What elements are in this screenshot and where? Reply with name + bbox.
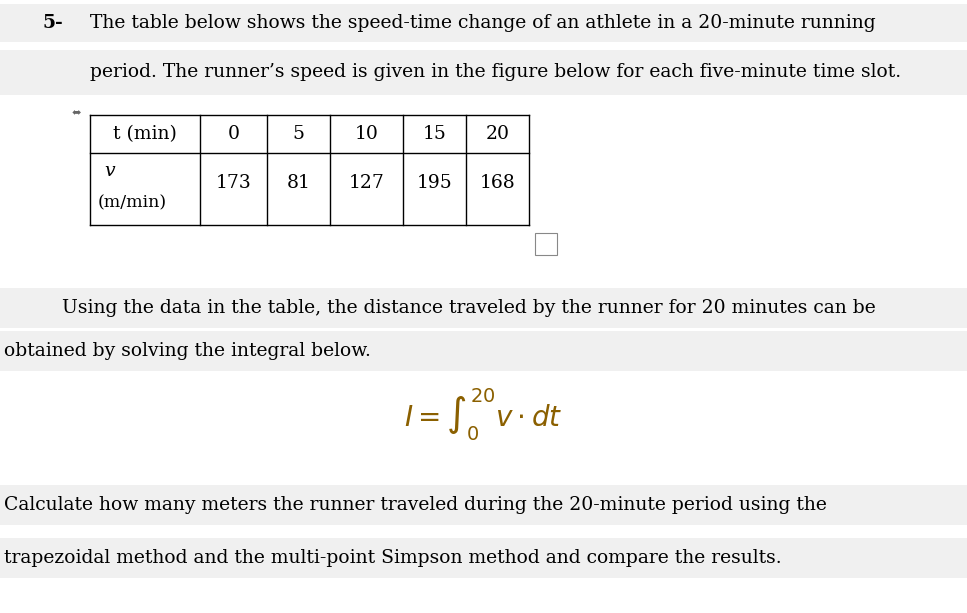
Text: 0: 0 — [227, 125, 240, 143]
Text: 173: 173 — [216, 174, 251, 192]
Text: period. The runner’s speed is given in the figure below for each five-minute tim: period. The runner’s speed is given in t… — [90, 63, 901, 81]
Bar — [535, 233, 557, 255]
Text: The table below shows the speed-time change of an athlete in a 20-minute running: The table below shows the speed-time cha… — [90, 14, 876, 32]
Text: $I = \int_0^{20} v \cdot dt$: $I = \int_0^{20} v \cdot dt$ — [404, 387, 563, 443]
Text: 15: 15 — [423, 125, 447, 143]
Bar — [0, 485, 967, 525]
Text: 5: 5 — [292, 125, 305, 143]
Bar — [0, 538, 967, 578]
Text: t (min): t (min) — [113, 125, 177, 143]
Text: trapezoidal method and the multi-point Simpson method and compare the results.: trapezoidal method and the multi-point S… — [4, 549, 781, 567]
Text: 127: 127 — [348, 174, 385, 192]
Text: v: v — [104, 162, 115, 180]
Text: 195: 195 — [417, 174, 453, 192]
Bar — [0, 288, 967, 328]
Text: Using the data in the table, the distance traveled by the runner for 20 minutes : Using the data in the table, the distanc… — [62, 299, 876, 317]
Text: 81: 81 — [286, 174, 310, 192]
Text: (m/min): (m/min) — [98, 194, 167, 211]
Text: obtained by solving the integral below.: obtained by solving the integral below. — [4, 342, 371, 360]
Text: 168: 168 — [480, 174, 515, 192]
Text: 20: 20 — [485, 125, 510, 143]
Text: 5-: 5- — [42, 14, 63, 32]
Bar — [0, 331, 967, 371]
Bar — [0, 50, 967, 95]
Text: 10: 10 — [355, 125, 378, 143]
Text: ⬌: ⬌ — [72, 108, 81, 118]
Bar — [0, 4, 967, 42]
Text: Calculate how many meters the runner traveled during the 20-minute period using : Calculate how many meters the runner tra… — [4, 496, 827, 514]
